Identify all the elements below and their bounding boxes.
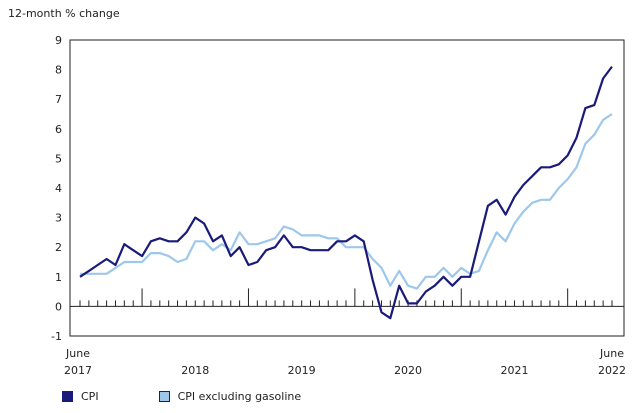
y-tick-label: 3 bbox=[55, 212, 62, 225]
y-tick-label: 1 bbox=[55, 271, 62, 284]
x-tick-label-year: 2018 bbox=[181, 364, 209, 377]
y-axis-title: 12-month % change bbox=[8, 7, 120, 20]
legend-swatch-cpi bbox=[62, 391, 73, 402]
legend: CPI CPI excluding gasoline bbox=[62, 390, 361, 403]
x-tick-label-month: June bbox=[599, 347, 624, 360]
y-tick-label: 4 bbox=[55, 182, 62, 195]
x-axis-ticks bbox=[79, 288, 613, 307]
x-tick-labels: June 2017 2018 2019 2020 2021 June 2022 bbox=[64, 347, 626, 377]
x-tick-label-year: 2020 bbox=[394, 364, 422, 377]
x-tick-label-year: 2017 bbox=[64, 364, 92, 377]
y-tick-label: 9 bbox=[55, 34, 62, 47]
legend-label-cpi: CPI bbox=[81, 390, 99, 403]
y-tick-label: -1 bbox=[51, 330, 62, 343]
y-tick-label: 7 bbox=[55, 93, 62, 106]
y-tick-labels: -1 0 1 2 3 4 5 6 7 8 9 bbox=[51, 34, 62, 343]
legend-item-cpi: CPI bbox=[62, 390, 99, 403]
x-tick-label-year: 2021 bbox=[500, 364, 528, 377]
y-tick-label: 5 bbox=[55, 152, 62, 165]
x-tick-label-year: 2019 bbox=[288, 364, 316, 377]
legend-swatch-cpi-ex-gasoline bbox=[158, 391, 170, 402]
legend-label-cpi-ex-gasoline: CPI excluding gasoline bbox=[177, 390, 302, 403]
plot-frame bbox=[69, 39, 625, 337]
series-lines bbox=[79, 65, 613, 320]
series-line-cpi-ex-gasoline bbox=[80, 113, 613, 290]
legend-item-cpi-ex-gasoline: CPI excluding gasoline bbox=[158, 390, 302, 403]
y-tick-label: 6 bbox=[55, 123, 62, 136]
x-tick-label-year: 2022 bbox=[598, 364, 626, 377]
y-tick-label: 0 bbox=[55, 300, 62, 313]
series-line-cpi bbox=[79, 65, 613, 320]
y-tick-label: 8 bbox=[55, 64, 62, 77]
y-tick-label: 2 bbox=[55, 241, 62, 254]
x-tick-label-month: June bbox=[65, 347, 90, 360]
